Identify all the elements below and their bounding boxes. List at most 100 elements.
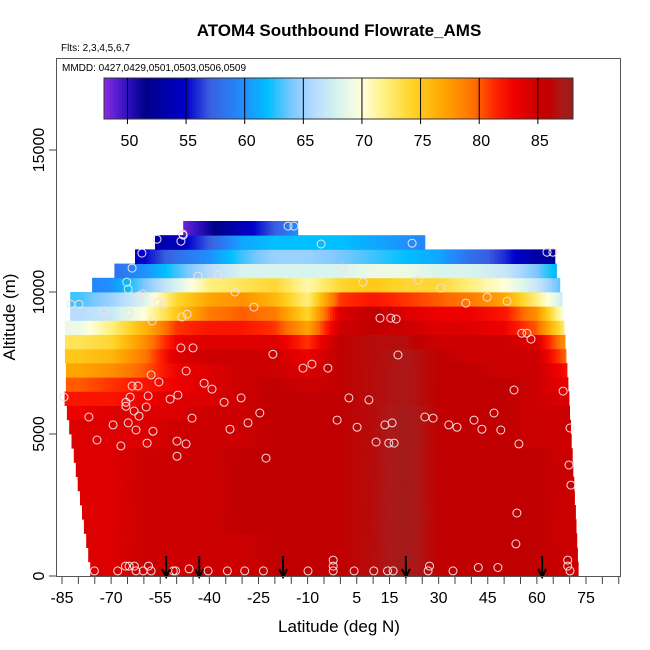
heatmap-cell [431,434,435,449]
heatmap-cell [364,434,367,449]
colorbar-cell [567,78,571,119]
heatmap-cell [535,292,539,307]
heatmap-cell [492,292,496,307]
heatmap-cell [114,405,118,421]
heatmap-cell [75,462,79,477]
heatmap-cell [311,434,315,449]
heatmap-cell [448,519,452,534]
observation-point [143,391,153,401]
heatmap-cell [412,292,416,307]
heatmap-cell [170,547,174,563]
heatmap-cell [326,419,330,435]
heatmap-cell [284,334,288,350]
heatmap-cell [292,306,296,321]
heatmap-cell [297,334,301,350]
heatmap-cell [546,448,550,463]
colorbar-cell [291,78,295,119]
heatmap-cell [549,505,553,520]
heatmap-cell [335,462,339,477]
heatmap-cell [179,320,183,335]
heatmap-cell [313,533,317,548]
heatmap-cell [505,462,509,477]
heatmap-cell [222,306,226,321]
heatmap-cell [319,405,323,421]
heatmap-cell [515,547,519,563]
heatmap-cell [102,277,105,293]
heatmap-cell [369,434,372,449]
heatmap-cell [378,363,382,378]
heatmap-cell [80,292,84,307]
heatmap-cell [214,277,218,293]
heatmap-cell [467,277,470,293]
heatmap-cell [417,320,421,335]
heatmap-cell [420,561,424,577]
heatmap-cell [209,320,213,335]
heatmap-cell [247,476,251,492]
heatmap-cell [107,334,111,350]
heatmap-cell [319,320,323,335]
observation-point [477,424,487,434]
colorbar-cell [420,78,424,119]
heatmap-cell [553,519,557,534]
heatmap-cell [531,533,535,548]
heatmap-cell [337,334,341,350]
heatmap-cell [130,292,134,307]
heatmap-cell [165,363,169,378]
heatmap-cell [164,348,168,364]
heatmap-cell [436,519,440,534]
heatmap-cell [421,419,425,435]
heatmap-cell [486,405,490,421]
heatmap-cell [94,434,97,449]
heatmap-cell [75,363,79,378]
heatmap-cell [444,505,448,520]
heatmap-cell [412,249,416,264]
heatmap-cell [264,434,267,449]
heatmap-cell [403,448,407,463]
heatmap-cell [255,221,259,236]
heatmap-cell [305,235,308,250]
heatmap-cell [524,263,528,279]
heatmap-cell [288,363,292,378]
heatmap-cell [107,391,110,406]
colorbar-cell [329,78,334,119]
heatmap-cell [163,533,167,548]
heatmap-cell [498,533,502,548]
heatmap-cell [225,547,229,563]
heatmap-cell [394,505,398,520]
heatmap-cell [486,533,490,548]
colorbar-cell [388,78,392,119]
heatmap-cell [240,547,244,563]
heatmap-cell [391,263,395,279]
heatmap-cell [323,519,327,534]
heatmap-cell [130,306,134,321]
heatmap-cell [240,306,244,321]
heatmap-cell [400,306,404,321]
heatmap-cell [317,306,321,321]
heatmap-cell [76,405,80,421]
heatmap-cell [405,476,409,492]
heatmap-cell [337,561,341,577]
heatmap-cell [383,462,387,477]
heatmap-cell [430,306,434,321]
heatmap-cell [497,348,501,364]
heatmap-cell [152,277,155,293]
heatmap-cell [224,434,227,449]
heatmap-cell [228,363,232,378]
heatmap-cell [237,320,241,335]
heatmap-cell [504,334,508,350]
heatmap-cell [396,419,400,435]
heatmap-cell [196,519,200,534]
heatmap-cell [190,490,193,506]
heatmap-cell [564,434,567,449]
observation-point [121,397,131,407]
heatmap-cell [384,419,388,435]
heatmap-cell [512,306,516,321]
heatmap-cell [388,377,392,392]
heatmap-cell [345,306,349,321]
heatmap-cell [124,277,128,293]
heatmap-cell [357,306,361,321]
heatmap-cell [444,434,447,449]
heatmap-cell [538,462,542,477]
heatmap-cell [456,448,460,463]
heatmap-cell [416,419,420,435]
